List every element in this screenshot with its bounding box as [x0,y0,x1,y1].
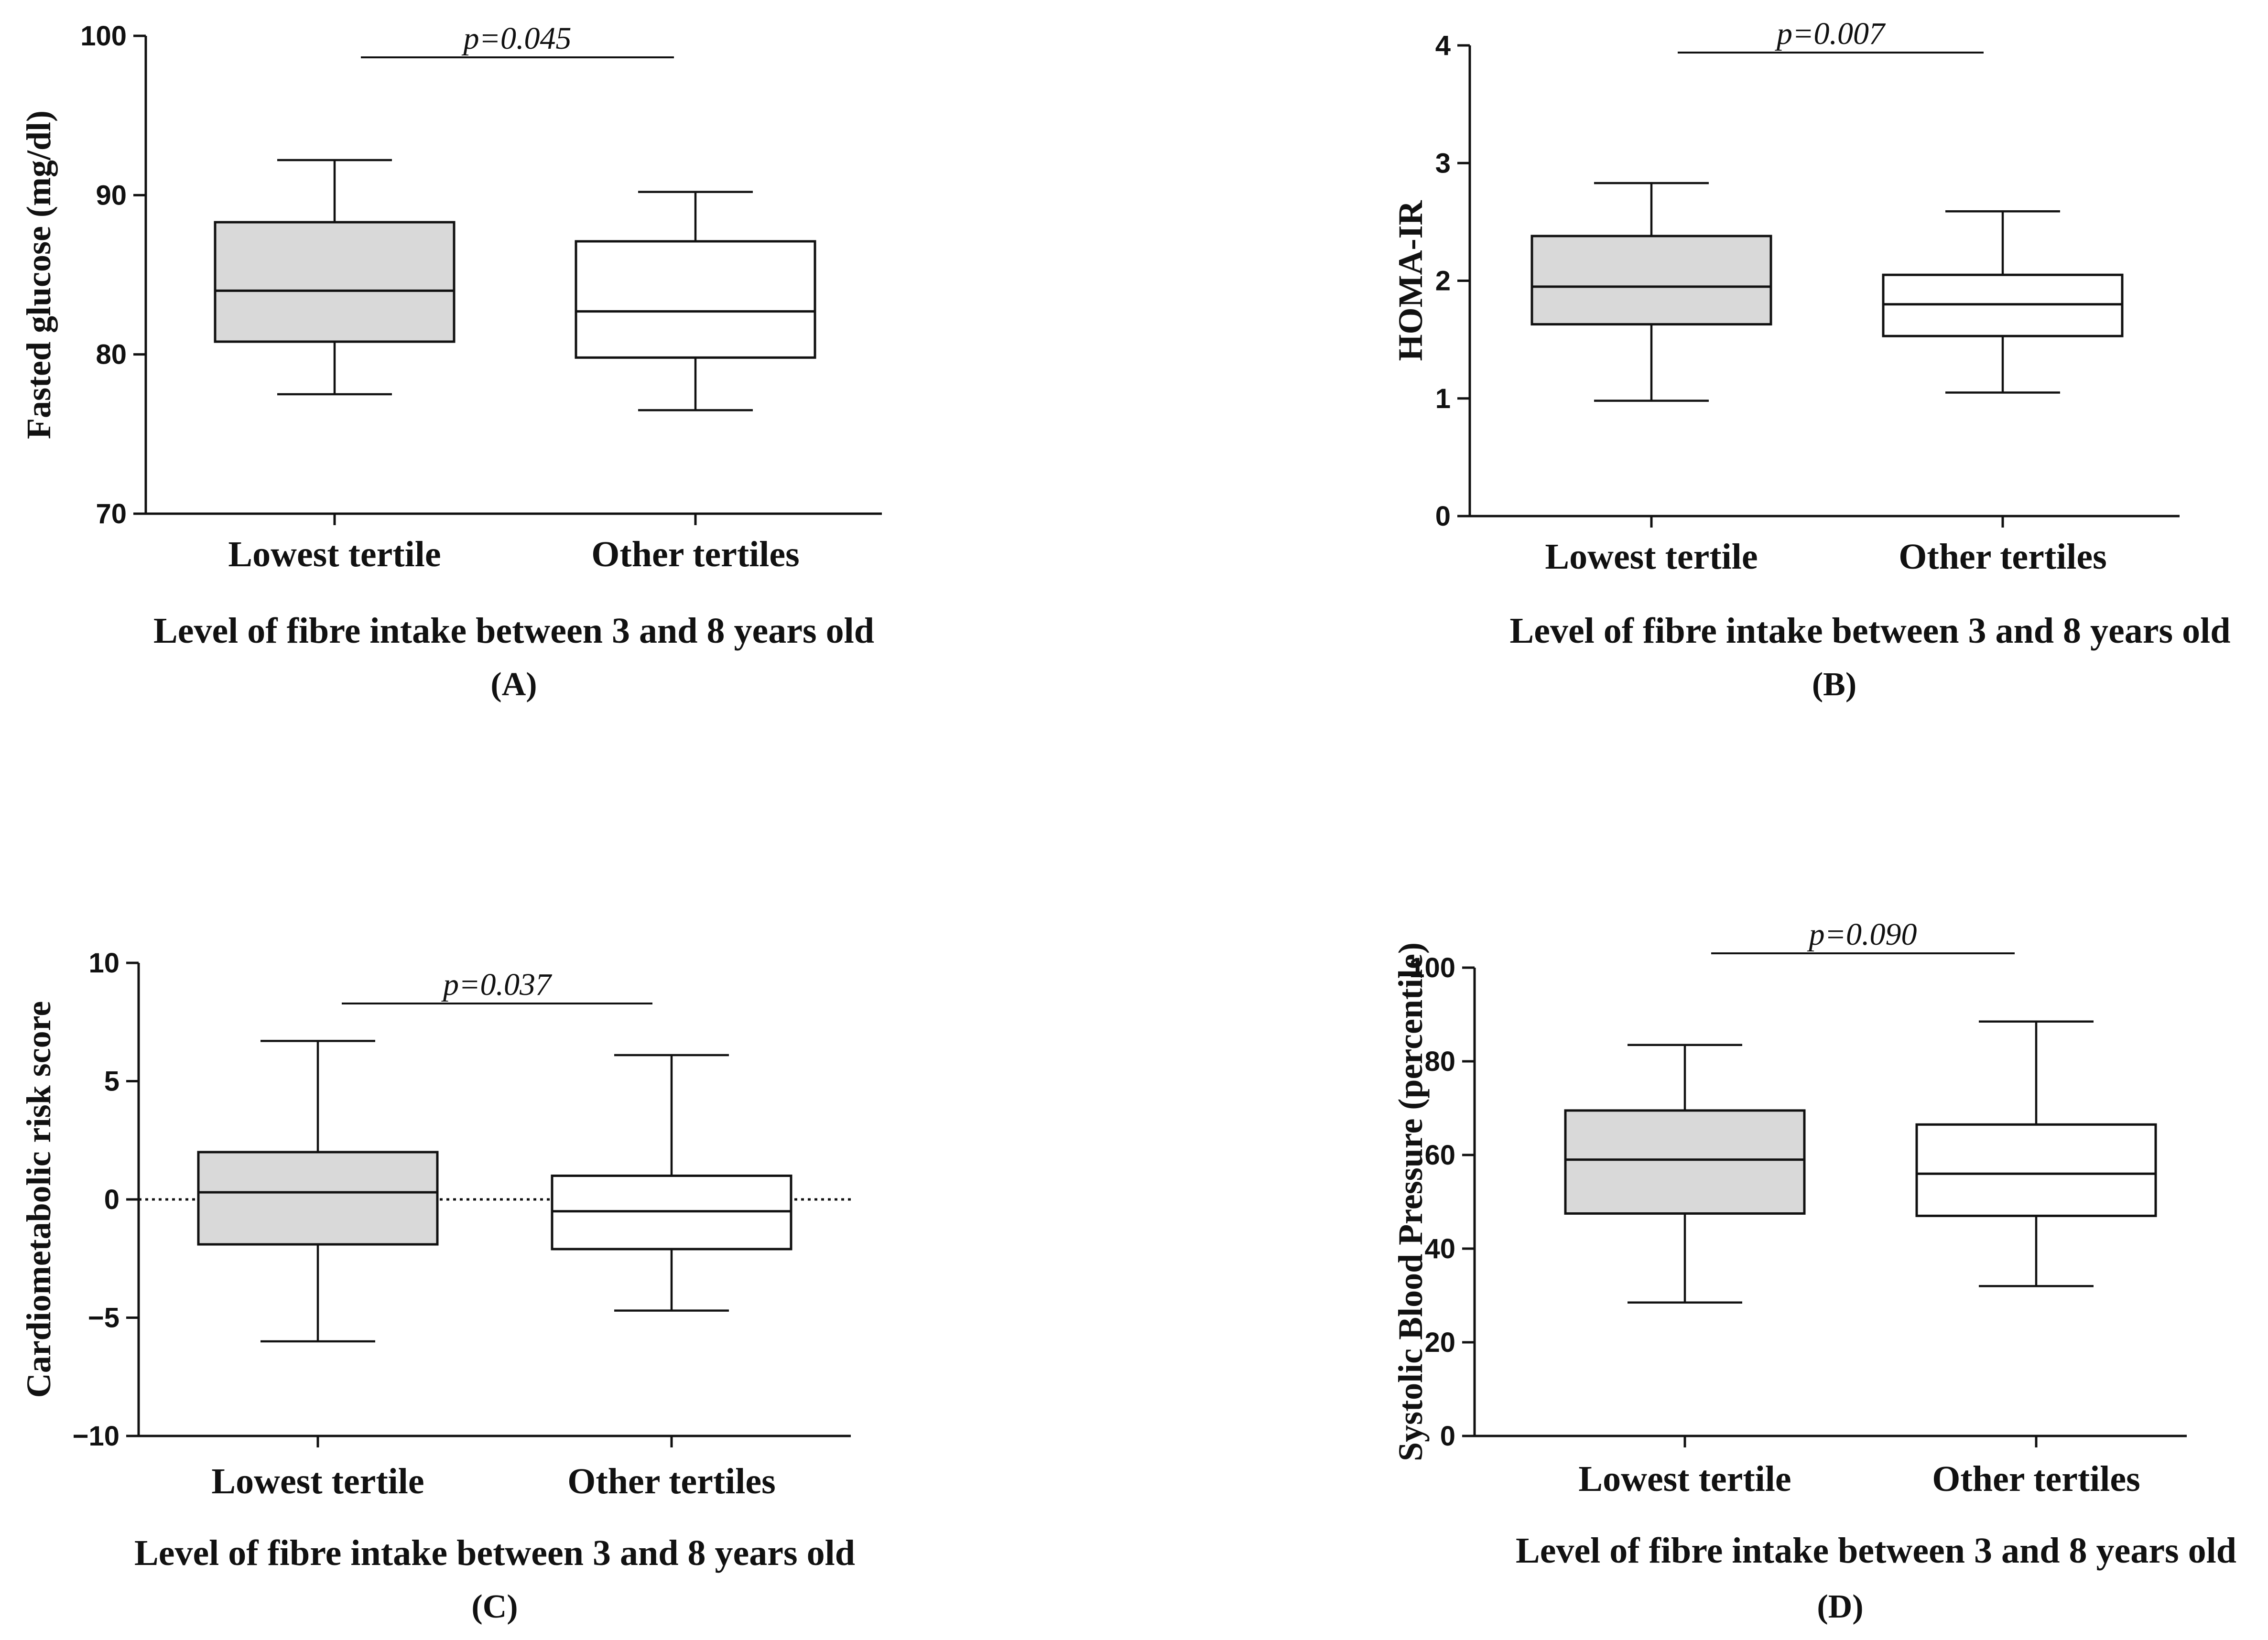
y-tick-label: 100 [1409,952,1455,983]
y-axis-label: HOMA-IR [1391,200,1430,361]
y-tick-label: 60 [1424,1140,1455,1171]
y-tick-label: 100 [80,21,127,52]
y-tick-label: 70 [96,498,127,529]
y-tick-label: 5 [104,1066,119,1097]
category-label: Lowest tertile [1578,1459,1791,1499]
y-tick-label: 20 [1424,1327,1455,1358]
category-label: Lowest tertile [1545,537,1758,577]
category-label: Other tertiles [567,1461,775,1501]
y-axis-label: Fasted glucose (mg/dl) [20,110,58,439]
y-tick-label: −5 [88,1303,119,1334]
box-iqr [1530,235,1772,326]
y-tick-label: 3 [1435,148,1451,179]
x-axis-label: Level of fibre intake between 3 and 8 ye… [1510,611,2231,651]
x-axis-label: Level of fibre intake between 3 and 8 ye… [153,611,874,651]
category-label: Lowest tertile [228,534,441,574]
category-label: Lowest tertile [211,1461,424,1501]
y-tick-label: 1 [1435,383,1451,414]
y-tick-label: 80 [1424,1046,1455,1077]
x-axis-label: Level of fibre intake between 3 and 8 ye… [1516,1531,2236,1571]
box-iqr [214,221,456,343]
panel-label: (D) [1817,1588,1863,1625]
box-iqr [1915,1123,2157,1217]
box-iqr [575,240,816,359]
y-axis-label: Systolic Blood Pressure (percentile) [1391,942,1430,1461]
box-iqr [1564,1109,1806,1215]
category-label: Other tertiles [1899,537,2106,577]
x-axis-label: Level of fibre intake between 3 and 8 ye… [134,1533,855,1573]
p-value-annotation: p=0.037 [441,967,553,1002]
y-axis-label: Cardiometabolic risk score [20,1001,58,1398]
y-tick-label: −10 [73,1421,119,1452]
y-tick-label: 0 [1440,1421,1455,1452]
y-tick-label: 90 [96,180,127,211]
y-tick-label: 80 [96,339,127,370]
y-tick-label: 2 [1435,266,1451,297]
panel-label: (C) [471,1588,518,1625]
p-value-annotation: p=0.090 [1807,917,1917,952]
panel-label: (A) [490,666,537,703]
p-value-annotation: p=0.045 [461,21,571,56]
y-tick-label: 4 [1435,30,1451,61]
y-tick-label: 0 [104,1184,119,1215]
panel-label: (B) [1812,666,1856,703]
box-iqr [197,1151,439,1246]
y-tick-label: 0 [1435,501,1451,532]
p-value-annotation: p=0.007 [1775,16,1886,51]
category-label: Other tertiles [1932,1459,2140,1499]
category-label: Other tertiles [591,534,799,574]
y-tick-label: 40 [1424,1233,1455,1264]
y-tick-label: 10 [88,948,119,979]
